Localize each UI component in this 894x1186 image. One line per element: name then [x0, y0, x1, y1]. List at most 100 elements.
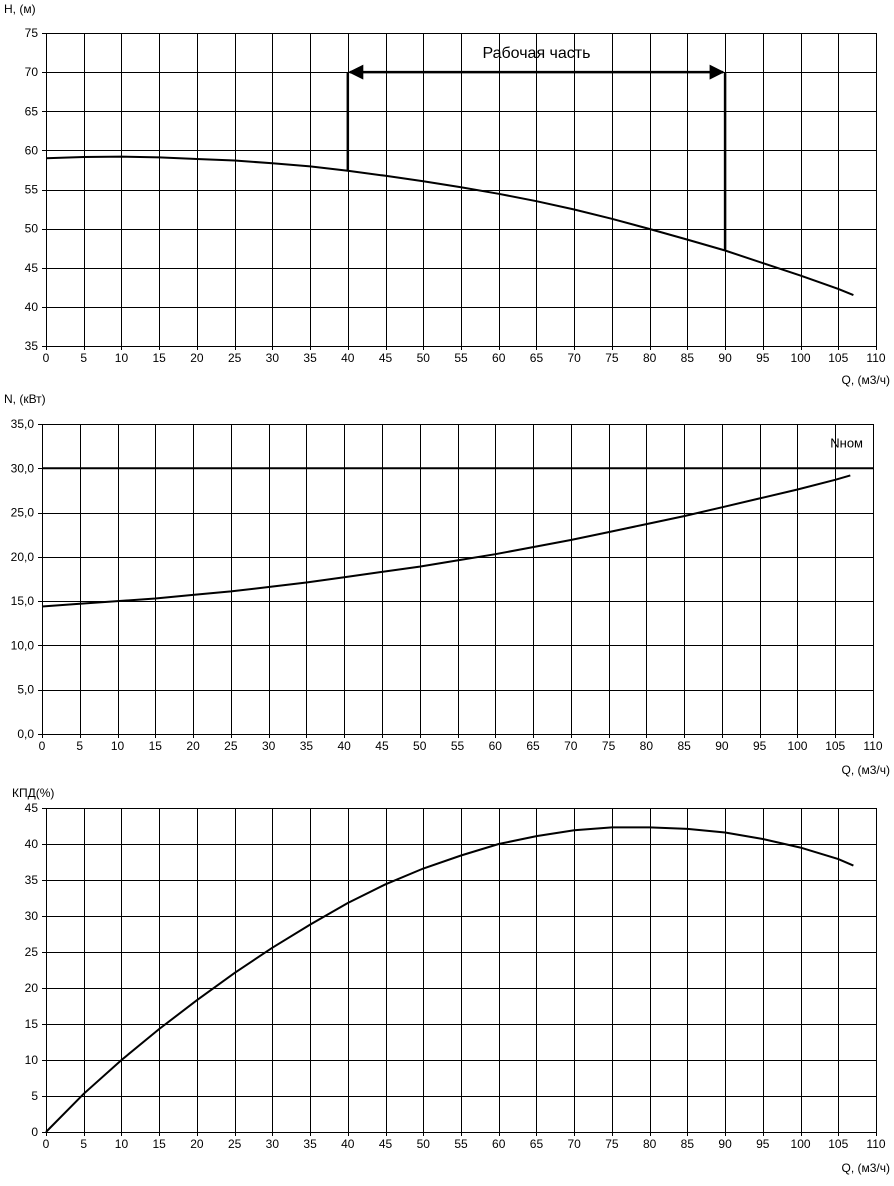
x-tick-label: 75	[605, 1137, 619, 1151]
x-tick-label: 5	[80, 1137, 87, 1151]
y-tick-label: 5	[31, 1089, 38, 1103]
x-tick-label: 15	[153, 351, 167, 365]
x-axis-label: Q, (м3/ч)	[841, 763, 890, 777]
y-tick-label: 5,0	[17, 683, 34, 697]
y-axis-label: КПД(%)	[12, 786, 54, 800]
x-tick-label: 30	[266, 1137, 280, 1151]
x-tick-label: 40	[338, 739, 352, 753]
x-tick-label: 50	[417, 1137, 431, 1151]
x-tick-label: 10	[111, 739, 125, 753]
x-tick-label: 40	[341, 351, 355, 365]
x-tick-label: 0	[39, 739, 46, 753]
x-tick-label: 40	[341, 1137, 355, 1151]
x-tick-label: 95	[753, 739, 767, 753]
y-tick-label: 20,0	[11, 550, 35, 564]
y-tick-label: 35	[25, 873, 39, 887]
y-tick-label: 10,0	[11, 638, 35, 652]
x-tick-label: 110	[866, 351, 885, 365]
chart-1: 0 5 10 15 20 25 30 35 40 45 50 55 60 65 70 75 80 85 90 95 10…	[4, 2, 890, 387]
x-tick-label: 60	[492, 351, 506, 365]
series-line-1	[45, 826, 854, 1133]
series-line-1	[45, 155, 854, 297]
x-axis-label: Q, (м3/ч)	[841, 1161, 890, 1175]
x-tick-label: 60	[489, 739, 503, 753]
x-tick-label: 65	[530, 1137, 544, 1151]
nominal-power-label: Nном	[830, 435, 863, 450]
x-tick-label: 70	[568, 351, 582, 365]
y-tick-label: 70	[25, 65, 39, 79]
x-tick-label: 45	[379, 351, 393, 365]
y-tick-label: 15,0	[11, 594, 35, 608]
x-tick-label: 100	[791, 351, 811, 365]
x-tick-label: 45	[379, 1137, 393, 1151]
y-tick-label: 25	[25, 945, 39, 959]
x-tick-label: 0	[43, 351, 50, 365]
x-tick-label: 20	[186, 739, 200, 753]
x-axis-label: Q, (м3/ч)	[841, 373, 890, 387]
x-tick-label: 100	[791, 1137, 811, 1151]
x-tick-label: 15	[153, 1137, 167, 1151]
x-tick-label: 50	[413, 739, 427, 753]
plot-frame	[46, 33, 877, 347]
x-tick-label: 90	[718, 1137, 732, 1151]
x-tick-label: 35	[303, 351, 317, 365]
x-tick-label: 70	[564, 739, 578, 753]
x-tick-label: 100	[787, 739, 807, 753]
y-tick-label: 30	[25, 909, 39, 923]
x-tick-label: 90	[718, 351, 732, 365]
chart-3: 0 5 10 15 20 25 30 35 40 45 50 55 60 65 70 75 80 85 90 95 10…	[12, 786, 890, 1175]
x-tick-label: 75	[605, 351, 619, 365]
y-tick-label: 65	[25, 104, 39, 118]
x-tick-label: 15	[149, 739, 163, 753]
y-tick-label: 20	[25, 981, 39, 995]
y-tick-label: 15	[25, 1017, 39, 1031]
x-tick-label: 65	[530, 351, 544, 365]
x-tick-label: 5	[80, 351, 87, 365]
y-tick-label: 25,0	[11, 506, 35, 520]
x-tick-label: 105	[828, 351, 848, 365]
y-tick-label: 55	[25, 183, 39, 197]
x-tick-label: 30	[262, 739, 276, 753]
y-tick-label: 45	[25, 261, 39, 275]
working-range-label: Рабочая часть	[482, 45, 590, 62]
y-tick-label: 35	[25, 339, 39, 353]
y-tick-label: 0	[31, 1125, 38, 1139]
x-tick-label: 25	[228, 1137, 242, 1151]
x-tick-label: 105	[825, 739, 845, 753]
chart-2: 0 5 10 15 20 25 30 35 40 45 50 55 60 65 70 75 80 85 90 95 10…	[4, 392, 890, 777]
plot-frame	[46, 808, 877, 1133]
x-tick-label: 80	[640, 739, 654, 753]
x-tick-label: 10	[115, 1137, 129, 1151]
x-tick-label: 55	[454, 1137, 468, 1151]
x-tick-label: 0	[43, 1137, 50, 1151]
x-tick-label: 90	[715, 739, 729, 753]
y-axis-label: H, (м)	[4, 2, 36, 16]
x-tick-label: 85	[677, 739, 691, 753]
y-tick-label: 35,0	[11, 417, 35, 431]
y-tick-label: 40	[25, 300, 39, 314]
y-tick-label: 60	[25, 143, 39, 157]
x-tick-label: 55	[451, 739, 465, 753]
x-tick-label: 80	[643, 1137, 657, 1151]
x-tick-label: 85	[681, 351, 695, 365]
x-tick-label: 10	[115, 351, 129, 365]
x-tick-label: 30	[266, 351, 280, 365]
x-tick-label: 35	[300, 739, 314, 753]
x-tick-label: 20	[190, 1137, 204, 1151]
y-tick-label: 0,0	[17, 727, 34, 741]
x-tick-label: 60	[492, 1137, 506, 1151]
x-tick-label: 45	[375, 739, 389, 753]
y-tick-label: 40	[25, 837, 39, 851]
x-tick-label: 70	[568, 1137, 582, 1151]
y-tick-label: 45	[25, 801, 39, 815]
x-tick-label: 75	[602, 739, 616, 753]
x-tick-label: 35	[303, 1137, 317, 1151]
x-tick-label: 25	[224, 739, 238, 753]
y-tick-label: 75	[25, 26, 39, 40]
x-tick-label: 50	[417, 351, 431, 365]
y-tick-label: 50	[25, 222, 39, 236]
series-line-1	[41, 474, 851, 608]
x-tick-label: 80	[643, 351, 657, 365]
x-tick-label: 55	[454, 351, 468, 365]
